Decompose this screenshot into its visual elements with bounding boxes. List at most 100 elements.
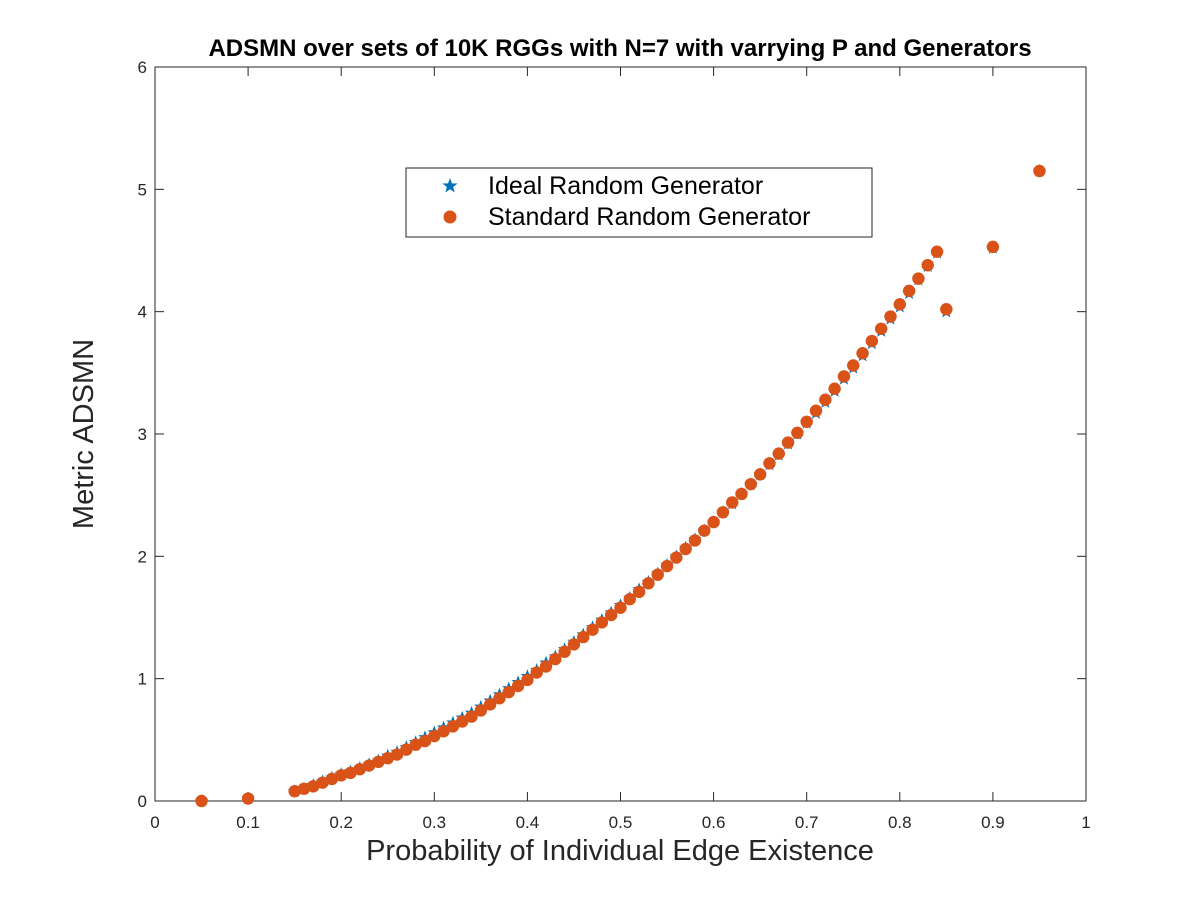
data-point-standard	[726, 496, 739, 509]
data-point-standard	[577, 630, 590, 644]
data-point-standard	[679, 542, 692, 556]
data-point-standard	[874, 322, 888, 335]
data-point-standard	[446, 720, 460, 733]
data-point-standard	[456, 715, 469, 728]
data-point-standard	[307, 780, 320, 793]
x-tick-label: 0.5	[609, 813, 633, 832]
data-point-standard	[847, 359, 860, 372]
data-point-standard	[604, 608, 618, 622]
data-point-standard	[642, 577, 655, 590]
data-point-standard	[828, 382, 841, 395]
data-point-standard	[353, 762, 367, 776]
data-point-standard	[418, 734, 432, 748]
data-point-standard	[549, 652, 562, 666]
y-tick-label: 3	[138, 425, 147, 444]
data-point-standard	[763, 457, 776, 470]
y-tick-label: 0	[138, 792, 147, 811]
data-point-standard	[362, 759, 376, 772]
data-point-standard	[623, 592, 637, 606]
data-point-standard	[595, 616, 609, 629]
data-point-standard	[335, 769, 348, 782]
x-tick-label: 0	[150, 813, 159, 832]
data-point-standard	[670, 551, 683, 564]
x-tick-label: 1	[1081, 813, 1090, 832]
data-point-standard	[884, 310, 897, 323]
data-point-standard	[344, 766, 357, 780]
data-point-standard	[986, 240, 1000, 254]
data-point-standard	[912, 272, 925, 285]
data-point-standard	[800, 415, 813, 428]
x-tick-label: 0.9	[981, 813, 1005, 832]
legend: Ideal Random Generator Standard Random G…	[405, 167, 873, 238]
data-point-standard	[558, 645, 571, 658]
data-point-standard	[409, 738, 422, 751]
data-point-standard	[483, 698, 497, 711]
legend-circle-glyph	[443, 210, 457, 224]
data-point-standard	[372, 755, 385, 769]
data-point-standard	[791, 426, 804, 439]
data-point-standard	[902, 284, 916, 298]
data-point-standard	[195, 794, 208, 808]
data-point-standard	[521, 673, 534, 687]
data-point-standard	[651, 568, 664, 581]
y-tick-label: 2	[138, 547, 147, 566]
data-point-standard	[530, 666, 543, 679]
x-tick-label: 0.1	[236, 813, 260, 832]
legend-box	[405, 167, 873, 238]
x-tick-label: 0.4	[516, 813, 540, 832]
data-point-standard	[698, 524, 711, 537]
data-point-standard	[381, 751, 394, 765]
data-point-standard	[856, 347, 869, 360]
data-point-standard	[297, 782, 311, 795]
y-tick-label: 6	[138, 58, 147, 77]
data-point-standard	[707, 515, 720, 529]
data-point-standard	[428, 729, 441, 743]
data-point-standard	[586, 623, 599, 636]
x-tick-labels: 0 0.1 0.2 0.3 0.4 0.5 0.6 0.7 0.8 0.9 1	[150, 813, 1090, 832]
y-tick-label: 5	[138, 180, 147, 199]
data-point-standard	[493, 692, 506, 705]
data-point-standard	[465, 710, 478, 723]
legend-label-standard: Standard Random Generator	[488, 203, 810, 231]
data-point-standard	[400, 743, 413, 756]
data-point-standard	[632, 585, 646, 599]
data-point-standard	[614, 601, 627, 614]
data-point-standard	[753, 468, 767, 481]
y-tick-label: 1	[138, 670, 147, 689]
chart-title: ADSMN over sets of 10K RGGs with N=7 wit…	[208, 35, 1031, 62]
y-tick-label: 4	[138, 303, 147, 322]
data-point-standard	[921, 258, 934, 272]
data-point-standard	[893, 298, 906, 311]
data-point-standard	[809, 404, 823, 417]
data-point-standard	[930, 245, 944, 258]
legend-circle-marker	[443, 210, 457, 224]
x-tick-label: 0.2	[329, 813, 353, 832]
data-point-standard	[940, 303, 953, 316]
x-tick-label: 0.7	[795, 813, 819, 832]
legend-label-ideal: Ideal Random Generator	[488, 172, 763, 200]
y-tick-labels: 0 1 2 3 4 5 6	[138, 58, 147, 811]
data-point-standard	[772, 447, 785, 460]
data-point-standard	[837, 370, 851, 383]
data-point-standard	[567, 638, 581, 651]
data-point-standard	[539, 660, 553, 673]
data-point-standard	[660, 559, 674, 573]
data-point-standard	[865, 334, 879, 348]
data-point-standard	[502, 685, 515, 699]
x-tick-label: 0.3	[422, 813, 446, 832]
data-point-standard	[716, 506, 730, 519]
x-tick-label: 0.6	[702, 813, 726, 832]
data-point-standard	[390, 748, 404, 761]
data-point-standard	[288, 785, 301, 798]
legend-star-glyph	[442, 178, 458, 193]
data-point-standard	[511, 679, 525, 693]
data-point-standard	[1033, 164, 1046, 178]
data-point-standard	[735, 487, 748, 501]
data-point-standard	[325, 772, 339, 786]
data-point-standard	[316, 776, 329, 789]
x-axis-label: Probability of Individual Edge Existence	[366, 835, 874, 867]
series-standard-random-generator	[195, 164, 1046, 808]
data-point-standard	[819, 393, 832, 406]
data-point-standard	[744, 477, 758, 491]
